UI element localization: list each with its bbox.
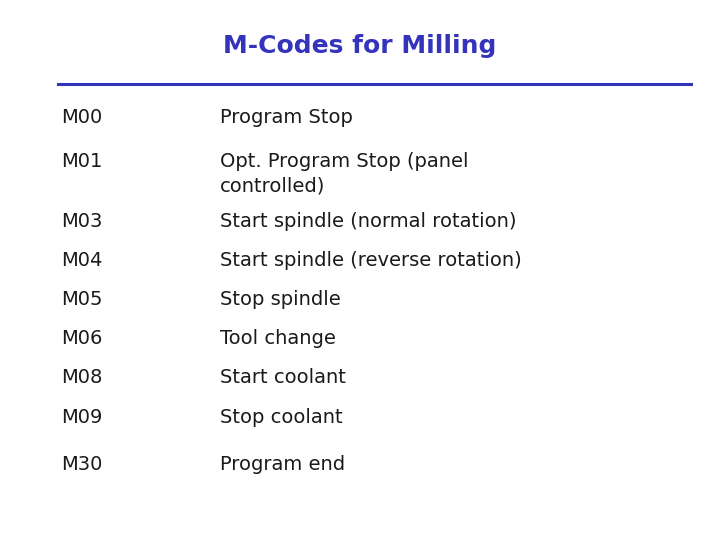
Text: M08: M08 bbox=[61, 368, 102, 387]
Text: M05: M05 bbox=[61, 290, 103, 309]
Text: M01: M01 bbox=[61, 152, 102, 171]
Text: M30: M30 bbox=[61, 455, 102, 474]
Text: Stop coolant: Stop coolant bbox=[220, 408, 342, 427]
Text: Start spindle (normal rotation): Start spindle (normal rotation) bbox=[220, 212, 516, 231]
Text: M09: M09 bbox=[61, 408, 102, 427]
Text: Program Stop: Program Stop bbox=[220, 108, 353, 127]
Text: Stop spindle: Stop spindle bbox=[220, 290, 341, 309]
Text: M00: M00 bbox=[61, 108, 102, 127]
Text: M03: M03 bbox=[61, 212, 102, 231]
Text: Tool change: Tool change bbox=[220, 329, 336, 348]
Text: Start coolant: Start coolant bbox=[220, 368, 346, 387]
Text: M04: M04 bbox=[61, 251, 102, 270]
Text: Opt. Program Stop (panel
controlled): Opt. Program Stop (panel controlled) bbox=[220, 152, 468, 195]
Text: Start spindle (reverse rotation): Start spindle (reverse rotation) bbox=[220, 251, 521, 270]
Text: Program end: Program end bbox=[220, 455, 345, 474]
Text: M-Codes for Milling: M-Codes for Milling bbox=[223, 34, 497, 58]
Text: M06: M06 bbox=[61, 329, 102, 348]
